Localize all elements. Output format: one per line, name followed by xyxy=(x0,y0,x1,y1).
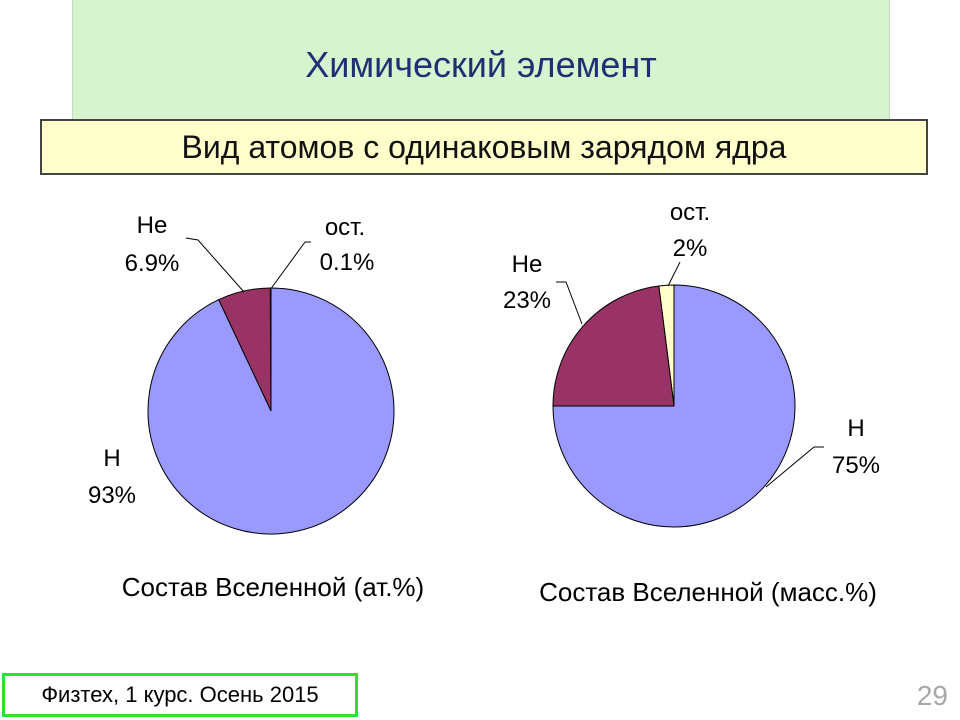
slice-h xyxy=(147,287,395,535)
slice-label-he: He xyxy=(137,212,168,239)
leader-line-other xyxy=(667,261,681,287)
slice-h xyxy=(552,284,796,528)
leader-lines xyxy=(185,237,311,293)
title-banner: Химический элемент xyxy=(72,0,890,128)
leader-line-h xyxy=(765,446,824,488)
leader-line-other xyxy=(269,241,311,291)
slice-value-other: 2% xyxy=(673,235,708,262)
slice-label-h: H xyxy=(847,415,864,442)
slice-value-he: 6.9% xyxy=(125,250,180,277)
chart-caption: Состав Вселенной (масс.%) xyxy=(539,577,877,607)
definition-box: Вид атомов с одинаковым зарядом ядра xyxy=(40,119,928,175)
slice-label-other: ост. xyxy=(325,214,365,241)
slice-value-h: 93% xyxy=(88,482,136,509)
footer-box: Физтех, 1 курс. Осень 2015 xyxy=(2,673,358,717)
slice-value-h: 75% xyxy=(832,452,880,479)
slice-value-he: 23% xyxy=(503,287,551,314)
slice-label-h: H xyxy=(103,445,120,472)
leader-line-he xyxy=(185,237,245,293)
slice-value-other: 0.1% xyxy=(320,249,375,276)
chart-caption: Состав Вселенной (ат.%) xyxy=(122,572,424,602)
slice-label-other: ост. xyxy=(670,199,710,226)
pie-chart-atomic: He 6.9% ост. 0.1% H 93% Состав Вселенной… xyxy=(88,212,424,602)
leader-lines xyxy=(556,261,824,488)
slice-label-he: He xyxy=(512,251,543,278)
slide-title: Химический элемент xyxy=(305,44,657,85)
page-number: 29 xyxy=(916,680,948,711)
slice-he xyxy=(552,285,675,407)
leader-line-he xyxy=(556,281,583,325)
pie-chart-mass: He 23% ост. 2% H 75% Состав Вселенной (м… xyxy=(503,199,880,607)
